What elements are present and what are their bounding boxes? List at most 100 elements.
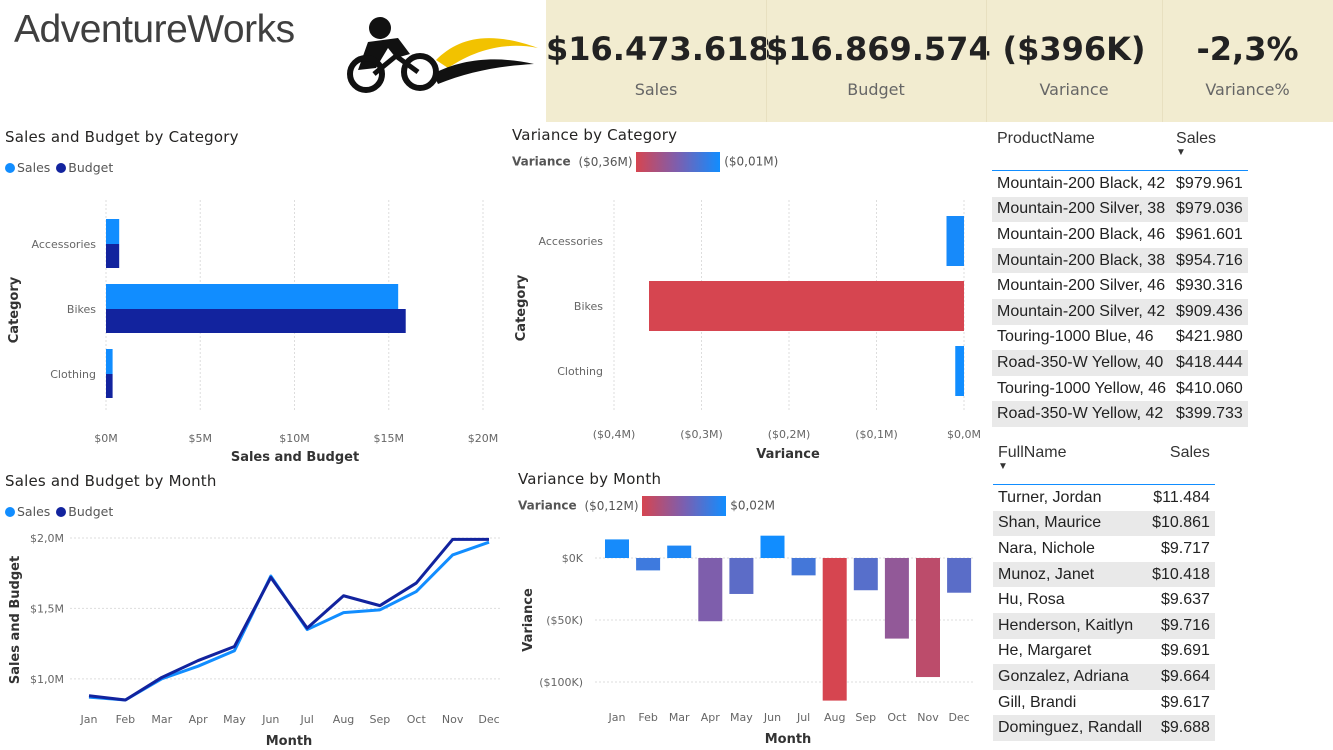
- table-cell-name: Gill, Brandi: [998, 693, 1077, 711]
- variance-bar: [605, 539, 629, 558]
- bar-sales: [106, 219, 120, 244]
- table-cell-name: Henderson, Kaitlyn: [993, 612, 1148, 639]
- table-row[interactable]: Turner, Jordan $11.484: [993, 485, 1215, 511]
- x-tick-label: Oct: [887, 711, 907, 724]
- table-row[interactable]: Touring-1000 Blue, 46 $421.980: [992, 325, 1248, 351]
- x-tick-label: $0M: [94, 432, 118, 445]
- x-tick-label: May: [223, 713, 246, 726]
- table-row[interactable]: Gonzalez, Adriana $9.664: [993, 664, 1215, 690]
- product-sales-table[interactable]: ProductName Sales ▼ Mountain-200 Black, 4…: [992, 130, 1248, 427]
- legend-min: ($0,36M): [578, 154, 633, 169]
- customer-sales-table[interactable]: FullName ▼ Sales Turner, Jordan $11.484 Sha…: [993, 444, 1215, 741]
- sort-descending-icon[interactable]: ▼: [998, 461, 1008, 472]
- y-axis-title: Variance: [521, 588, 536, 652]
- table-row[interactable]: Touring-1000 Yellow, 46 $410.060: [992, 376, 1248, 402]
- table-row[interactable]: Road-350-W Yellow, 40 $418.444: [992, 350, 1248, 376]
- chart3-legend[interactable]: Sales Budget: [5, 504, 113, 519]
- variance-bar: [667, 545, 692, 558]
- kpi-label: Sales: [634, 80, 678, 99]
- table-row[interactable]: Mountain-200 Black, 38 $954.716: [992, 247, 1248, 274]
- chart1-legend[interactable]: Sales Budget: [5, 160, 113, 175]
- table-cell-name: Mountain-200 Silver, 38: [992, 196, 1172, 223]
- x-tick-label: Jun: [261, 713, 279, 726]
- table-cell-name: Munoz, Janet: [993, 561, 1148, 588]
- x-tick-label: $15M: [374, 432, 405, 445]
- table-row[interactable]: Mountain-200 Black, 42 $979.961: [992, 171, 1248, 197]
- table-cell-name: Dominguez, Randall: [993, 715, 1148, 741]
- x-tick-label: Sep: [855, 711, 876, 724]
- column-header-fullname[interactable]: FullName ▼: [993, 444, 1147, 485]
- bar-sales: [106, 284, 399, 309]
- table-row[interactable]: Mountain-200 Silver, 42 $909.436: [992, 298, 1248, 325]
- table-cell-sales: $10.418: [1147, 561, 1215, 588]
- table-cell-sales: $930.316: [1176, 277, 1243, 295]
- legend-dot-icon: [5, 507, 15, 517]
- table-cell-sales: $418.444: [1171, 350, 1248, 376]
- x-tick-label: $20M: [468, 432, 499, 445]
- table-cell-name: Road-350-W Yellow, 40: [992, 350, 1172, 376]
- legend-item: Sales: [17, 160, 51, 175]
- kpi-sales: $16.473.618 Sales: [546, 0, 771, 122]
- table-cell-name: Nara, Nichole: [998, 539, 1095, 557]
- variance-bar: [946, 216, 964, 266]
- table-row[interactable]: Nara, Nichole $9.717: [993, 536, 1215, 562]
- table-row[interactable]: Mountain-200 Silver, 46 $930.316: [992, 273, 1248, 299]
- variance-bar: [884, 558, 909, 639]
- legend-title: Variance: [518, 498, 577, 513]
- table-row[interactable]: Shan, Maurice $10.861: [993, 510, 1215, 537]
- table-cell-name: Mountain-200 Silver, 42: [992, 298, 1172, 325]
- table-row[interactable]: Hu, Rosa $9.637: [993, 587, 1215, 613]
- column-header-sales[interactable]: Sales: [1169, 444, 1210, 461]
- chart3-plot[interactable]: $1,0M $1,5M $2,0M Jan Feb Mar Apr May Jun Jul Aug S…: [0, 520, 505, 750]
- column-header-productname[interactable]: ProductName: [997, 130, 1095, 147]
- chart4-legend: Variance ($0,12M) $0,02M: [518, 496, 775, 516]
- kpi-label: Variance: [1039, 80, 1109, 99]
- kpi-label: Budget: [847, 80, 905, 99]
- legend-item: Budget: [68, 160, 114, 175]
- x-tick-label: Jun: [763, 711, 781, 724]
- variance-bar: [791, 558, 816, 576]
- table-row[interactable]: Munoz, Janet $10.418: [993, 561, 1215, 588]
- table-cell-name: He, Margaret: [998, 642, 1092, 660]
- table-row[interactable]: Dominguez, Randall $9.688: [993, 715, 1215, 741]
- table-cell-sales: $11.484: [1153, 488, 1210, 506]
- table-cell-name: Shan, Maurice: [993, 510, 1148, 537]
- x-tick-label: Nov: [442, 713, 464, 726]
- x-tick-label: Mar: [669, 711, 690, 724]
- x-tick-label: May: [730, 711, 753, 724]
- table-row[interactable]: He, Margaret $9.691: [993, 639, 1215, 665]
- x-tick-label: ($0,4M): [593, 428, 636, 441]
- table-row[interactable]: Mountain-200 Black, 46 $961.601: [992, 222, 1248, 248]
- table-cell-sales: $954.716: [1171, 247, 1248, 274]
- table-row[interactable]: Henderson, Kaitlyn $9.716: [993, 612, 1215, 639]
- table-cell-name: Touring-1000 Yellow, 46: [997, 379, 1167, 397]
- gradient-bar: [642, 496, 727, 516]
- chart4-plot[interactable]: $0K ($50K) ($100K) Jan Feb Mar Apr May Jun Jul Aug…: [505, 520, 985, 750]
- column-header-sales[interactable]: Sales ▼: [1171, 130, 1248, 171]
- variance-bar: [649, 281, 964, 331]
- chart2-plot[interactable]: ($0,4M) ($0,3M) ($0,2M) ($0,1M) $0,0M Accesso…: [505, 180, 985, 470]
- bar-sales: [106, 349, 113, 374]
- table-cell-sales: $979.961: [1176, 174, 1243, 192]
- legend-max: $0,02M: [730, 498, 775, 513]
- sort-descending-icon[interactable]: ▼: [1176, 147, 1186, 158]
- table-row[interactable]: Mountain-200 Silver, 38 $979.036: [992, 196, 1248, 223]
- x-tick-label: Dec: [948, 711, 969, 724]
- variance-bar: [853, 558, 878, 591]
- kpi-strip: $16.473.618 Sales $16.869.574 Budget ($3…: [546, 0, 1333, 122]
- kpi-label: Variance%: [1205, 80, 1290, 99]
- table-row[interactable]: Gill, Brandi $9.617: [993, 690, 1215, 716]
- gradient-bar: [636, 152, 721, 172]
- chart3-title: Sales and Budget by Month: [5, 472, 217, 490]
- y-tick-label: $1,0M: [30, 673, 64, 686]
- table-row[interactable]: Road-350-W Yellow, 42 $399.733: [992, 401, 1248, 427]
- x-axis-title: Variance: [756, 447, 820, 462]
- y-tick-label: Clothing: [557, 365, 603, 378]
- table-cell-sales: $9.716: [1147, 612, 1215, 639]
- y-tick-label: $2,0M: [30, 532, 64, 545]
- table-cell-sales: $9.617: [1160, 693, 1210, 711]
- x-tick-label: Apr: [701, 711, 721, 724]
- chart1-plot[interactable]: $0M $5M $10M $15M $20M Accessories Bikes Clothi…: [0, 180, 505, 470]
- y-tick-label: Accessories: [32, 238, 97, 251]
- legend-dot-icon: [56, 507, 67, 517]
